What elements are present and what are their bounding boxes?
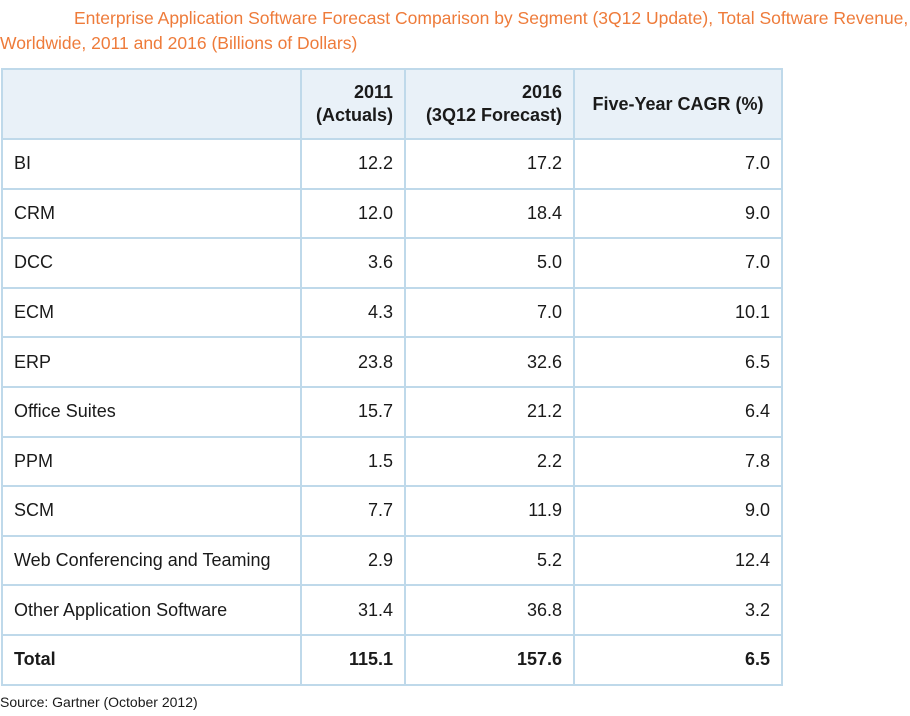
value-2016-cell: 21.2: [404, 385, 575, 438]
table-title: Enterprise Application Software Forecast…: [0, 8, 909, 53]
cagr-cell: 6.5: [573, 336, 783, 388]
table-row: CRM 12.0 18.4 9.0: [1, 187, 783, 240]
table-row: Other Application Software 31.4 36.8 3.2: [1, 584, 783, 636]
source-note: Source: Gartner (October 2012): [0, 694, 198, 710]
header-2011-note: (Actuals): [315, 105, 393, 125]
segment-cell: CRM: [1, 187, 302, 240]
cagr-cell: 7.0: [573, 237, 783, 289]
header-2016-year: 2016: [521, 82, 562, 102]
total-2016-cell: 157.6: [404, 633, 575, 686]
total-cagr-cell: 6.5: [573, 633, 783, 686]
value-2016-cell: 2.2: [404, 435, 575, 488]
value-2011-cell: 7.7: [300, 485, 406, 537]
segment-cell: DCC: [1, 237, 302, 289]
value-2011-cell: 3.6: [300, 237, 406, 289]
table-row: ECM 4.3 7.0 10.1: [1, 286, 783, 339]
header-2016: 2016 (3Q12 Forecast): [404, 68, 575, 140]
header-row: 2011 (Actuals) 2016 (3Q12 Forecast) Five…: [1, 68, 783, 140]
segment-cell: Other Application Software: [1, 584, 302, 636]
table-row: PPM 1.5 2.2 7.8: [1, 435, 783, 488]
segment-cell: Office Suites: [1, 385, 302, 438]
value-2016-cell: 32.6: [404, 336, 575, 388]
value-2016-cell: 18.4: [404, 187, 575, 240]
header-2011-year: 2011: [353, 82, 393, 102]
cagr-cell: 3.2: [573, 584, 783, 636]
table-row: ERP 23.8 32.6 6.5: [1, 336, 783, 388]
table-body: BI 12.2 17.2 7.0 CRM 12.0 18.4 9.0 DCC 3.6 5.0 7.0 E…: [1, 138, 783, 686]
header-segment: [1, 68, 302, 140]
cagr-cell: 7.0: [573, 138, 783, 190]
table-row: Office Suites 15.7 21.2 6.4: [1, 385, 783, 438]
total-label-cell: Total: [1, 633, 302, 686]
value-2011-cell: 31.4: [300, 584, 406, 636]
total-row: Total 115.1 157.6 6.5: [1, 633, 783, 686]
value-2016-cell: 17.2: [404, 138, 575, 190]
table-row: Web Conferencing and Teaming 2.9 5.2 12.4: [1, 534, 783, 587]
segment-cell: ERP: [1, 336, 302, 388]
cagr-cell: 6.4: [573, 385, 783, 438]
segment-cell: ECM: [1, 286, 302, 339]
segment-cell: Web Conferencing and Teaming: [1, 534, 302, 587]
header-cagr-label: Five-Year CAGR (%): [592, 93, 764, 114]
value-2011-cell: 4.3: [300, 286, 406, 339]
segment-cell: SCM: [1, 485, 302, 537]
value-2011-cell: 12.2: [300, 138, 406, 190]
segment-cell: PPM: [1, 435, 302, 488]
value-2016-cell: 36.8: [404, 584, 575, 636]
value-2011-cell: 1.5: [300, 435, 406, 488]
header-2011: 2011 (Actuals): [300, 68, 406, 140]
cagr-cell: 12.4: [573, 534, 783, 587]
header-2016-note: (3Q12 Forecast): [425, 105, 562, 125]
value-2011-cell: 12.0: [300, 187, 406, 240]
cagr-cell: 9.0: [573, 187, 783, 240]
cagr-cell: 7.8: [573, 435, 783, 488]
segment-cell: BI: [1, 138, 302, 190]
header-cagr: Five-Year CAGR (%): [573, 68, 783, 140]
cagr-cell: 9.0: [573, 485, 783, 537]
value-2011-cell: 23.8: [300, 336, 406, 388]
value-2016-cell: 11.9: [404, 485, 575, 537]
cagr-cell: 10.1: [573, 286, 783, 339]
value-2011-cell: 2.9: [300, 534, 406, 587]
forecast-table: 2011 (Actuals) 2016 (3Q12 Forecast) Five…: [1, 68, 783, 686]
value-2016-cell: 7.0: [404, 286, 575, 339]
table-row: BI 12.2 17.2 7.0: [1, 138, 783, 190]
table-row: DCC 3.6 5.0 7.0: [1, 237, 783, 289]
table-row: SCM 7.7 11.9 9.0: [1, 485, 783, 537]
value-2016-cell: 5.0: [404, 237, 575, 289]
total-2011-cell: 115.1: [300, 633, 406, 686]
value-2016-cell: 5.2: [404, 534, 575, 587]
value-2011-cell: 15.7: [300, 385, 406, 438]
